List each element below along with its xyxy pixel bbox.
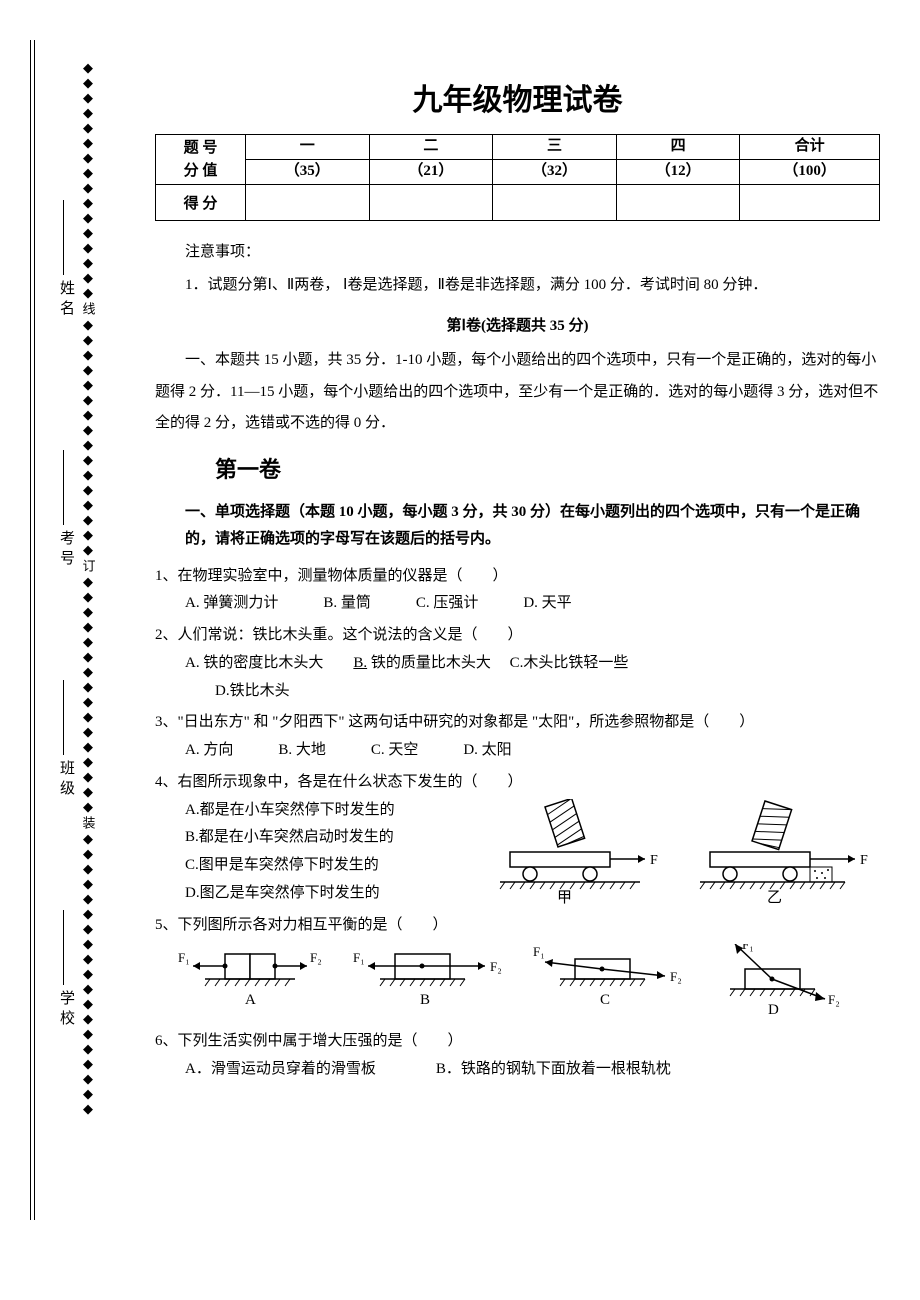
svg-text:C: C [600, 992, 610, 1008]
question-3: 3、"日出东方" 和 "夕阳西下" 这两句话中研究的对象都是 "太阳"，所选参照… [155, 709, 880, 765]
instructions: 注意事项： 1．试题分第Ⅰ、Ⅱ两卷， Ⅰ卷是选择题，Ⅱ卷是非选择题，满分 100… [155, 236, 880, 302]
section-intro: 一、本题共 15 小题，共 35 分．1-10 小题，每个小题给出的四个选项中，… [155, 345, 880, 440]
score-table: 题 号 分 值 一 二 三 四 合计 （35） （21） （32） （12） （… [155, 134, 880, 221]
instruction-line: 1．试题分第Ⅰ、Ⅱ两卷， Ⅰ卷是选择题，Ⅱ卷是非选择题，满分 100 分．考试时… [155, 269, 880, 302]
option-d: D.铁比木头 [185, 683, 290, 699]
col-value: （21） [369, 160, 493, 185]
figure-jia: F 甲 [495, 799, 665, 904]
svg-text:F₂: F₂ [828, 992, 840, 1007]
svg-text:F₁: F₁ [178, 950, 190, 965]
option-c: C.木头比铁轻一些 [491, 655, 629, 671]
question-2: 2、人们常说：铁比木头重。这个说法的含义是（ ） A. 铁的密度比木头大 B. … [155, 622, 880, 705]
table-row: 题 号 分 值 一 二 三 四 合计 [156, 135, 880, 160]
svg-text:F₁: F₁ [533, 944, 545, 959]
col-value: （12） [616, 160, 740, 185]
q4-figures: F 甲 [495, 799, 880, 904]
svg-text:F: F [860, 853, 868, 868]
col-value: （32） [493, 160, 617, 185]
page-edge-line [30, 40, 35, 1220]
label-examno: 考号 [56, 530, 77, 570]
col-value: （35） [246, 160, 370, 185]
figure-a: F₁ F₂ A [175, 944, 335, 1014]
section-header: 第Ⅰ卷(选择题共 35 分) [155, 314, 880, 335]
question-1: 1、在物理实验室中，测量物体质量的仪器是（ ） A. 弹簧测力计 B. 量筒 C… [155, 563, 880, 619]
question-options: A. 方向 B. 大地 C. 天空 D. 太阳 [155, 737, 880, 765]
svg-text:D: D [768, 1002, 779, 1018]
col-value: （100） [740, 160, 880, 185]
svg-text:F₂: F₂ [670, 969, 682, 984]
col-header: 三 [493, 135, 617, 160]
table-row: 得 分 [156, 185, 880, 221]
question-text: 3、"日出东方" 和 "夕阳西下" 这两句话中研究的对象都是 "太阳"，所选参照… [155, 709, 880, 737]
diamond-border: ◆◆◆◆◆ ◆◆◆◆◆ ◆◆◆◆◆ ◆ 线 ◆◆◆◆◆ ◆◆◆◆◆ ◆◆◆◆◆ … [78, 60, 98, 1250]
label-school-line [63, 910, 64, 985]
instruction-header: 注意事项： [155, 236, 880, 269]
label-name: 姓名 [56, 280, 77, 320]
question-options: A. 弹簧测力计 B. 量筒 C. 压强计 D. 天平 [155, 590, 880, 618]
question-5: 5、下列图所示各对力相互平衡的是（ ） F₁ F₂ A [155, 912, 880, 1025]
row-label: 题 号 [184, 140, 218, 156]
figure-d: F₁ F₂ D [710, 944, 860, 1024]
question-6: 6、下列生活实例中属于增大压强的是（ ） A．滑雪运动员穿着的滑雪板 B．铁路的… [155, 1028, 880, 1084]
table-row: （35） （21） （32） （12） （100） [156, 160, 880, 185]
question-text: 4、右图所示现象中，各是在什么状态下发生的（ ） [155, 769, 880, 797]
label-class-line [63, 680, 64, 755]
row-label: 分 值 [184, 163, 218, 179]
question-4: 4、右图所示现象中，各是在什么状态下发生的（ ） A.都是在小车突然停下时发生的… [155, 769, 880, 908]
label-class: 班级 [56, 760, 77, 800]
juan-header: 第一卷 [215, 452, 880, 484]
question-text: 1、在物理实验室中，测量物体质量的仪器是（ ） [155, 563, 880, 591]
svg-text:F: F [650, 853, 658, 868]
option-b: B．铁路的钢轨下面放着一根根轨枕 [436, 1061, 671, 1077]
col-header: 合计 [740, 135, 880, 160]
figure-c: F₁ F₂ C [530, 944, 695, 1014]
svg-text:B: B [420, 992, 430, 1008]
option-a: A．滑雪运动员穿着的滑雪板 [185, 1061, 376, 1077]
question-text: 6、下列生活实例中属于增大压强的是（ ） [155, 1028, 880, 1056]
left-margin: 姓名 考号 班级 学校 ◆◆◆◆◆ ◆◆◆◆◆ ◆◆◆◆◆ ◆ 线 ◆◆◆◆◆ … [0, 40, 150, 1250]
label-school: 学校 [56, 990, 77, 1030]
svg-text:F₂: F₂ [490, 959, 502, 974]
question-text: 2、人们常说：铁比木头重。这个说法的含义是（ ） [155, 622, 880, 650]
svg-text:甲: 甲 [557, 890, 572, 904]
label-name-line [63, 200, 64, 275]
col-header: 四 [616, 135, 740, 160]
row-label: 得 分 [156, 185, 246, 221]
svg-text:F₁: F₁ [742, 944, 754, 952]
option-b-label: B. [353, 655, 367, 671]
page-title: 九年级物理试卷 [155, 75, 880, 119]
figure-b: F₁ F₂ B [350, 944, 515, 1014]
subsection-header: 一、单项选择题（本题 10 小题，每小题 3 分，共 30 分）在每小题列出的四… [185, 499, 880, 553]
q5-figures: F₁ F₂ A F₁ F [155, 944, 880, 1024]
figure-yi: F 乙 [695, 799, 880, 904]
main-content: 九年级物理试卷 题 号 分 值 一 二 三 四 合计 （35） （21） （32… [155, 0, 880, 1084]
svg-text:A: A [245, 992, 256, 1008]
svg-text:F₁: F₁ [353, 950, 365, 965]
question-text: 5、下列图所示各对力相互平衡的是（ ） [155, 912, 880, 940]
option-b-text: 铁的质量比木头大 [367, 655, 491, 671]
svg-text:乙: 乙 [767, 890, 782, 904]
svg-text:F₂: F₂ [310, 950, 322, 965]
label-examno-line [63, 450, 64, 525]
option-a: A. 铁的密度比木头大 [185, 655, 323, 671]
col-header: 二 [369, 135, 493, 160]
col-header: 一 [246, 135, 370, 160]
